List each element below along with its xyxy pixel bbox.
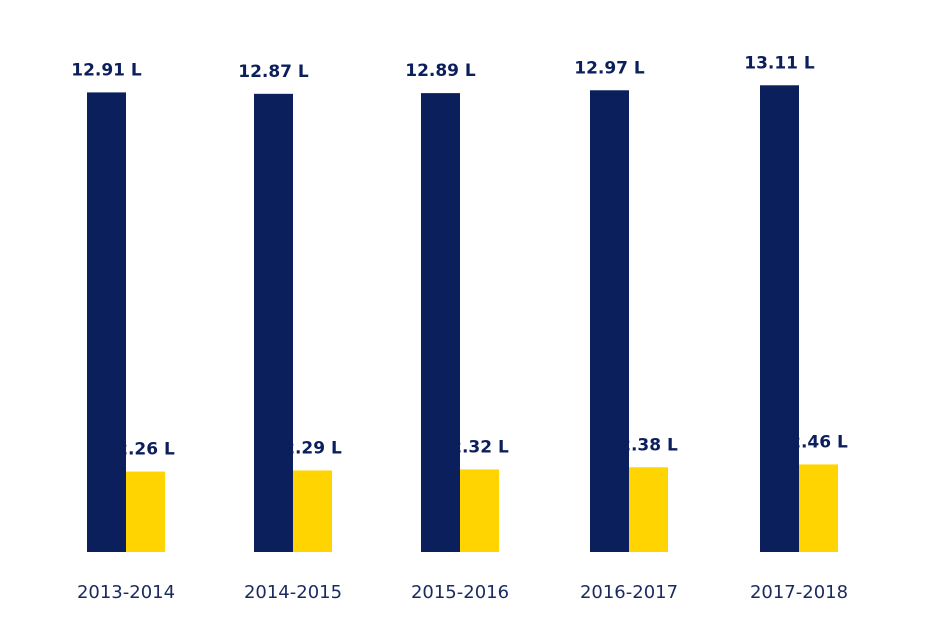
bar-s2-2013-2014 bbox=[126, 471, 165, 552]
category-label-2017-2018: 2017-2018 bbox=[750, 582, 848, 603]
category-label-2014-2015: 2014-2015 bbox=[244, 582, 342, 603]
bar-s1-2017-2018 bbox=[760, 85, 799, 552]
bar-s2-2016-2017 bbox=[629, 467, 668, 552]
bar-s1-2013-2014 bbox=[87, 92, 126, 553]
bar-s2-2014-2015 bbox=[293, 470, 332, 552]
value-label-s2-2014-2015: 2.29 L bbox=[283, 438, 342, 458]
value-label-s2-2015-2016: 2.32 L bbox=[450, 437, 509, 457]
value-label-s2-2013-2014: 2.26 L bbox=[116, 440, 175, 460]
bar-s1-2014-2015 bbox=[254, 93, 293, 552]
category-label-2016-2017: 2016-2017 bbox=[580, 582, 678, 603]
bar-s2-2015-2016 bbox=[460, 469, 499, 552]
bar-s1-2015-2016 bbox=[421, 93, 460, 552]
category-label-2013-2014: 2013-2014 bbox=[77, 582, 175, 603]
value-label-s1-2016-2017: 12.97 L bbox=[574, 58, 645, 78]
value-label-s2-2016-2017: 2.38 L bbox=[619, 435, 678, 455]
bars-group bbox=[87, 85, 838, 553]
value-label-s1-2013-2014: 12.91 L bbox=[71, 60, 142, 80]
bar-s2-2017-2018 bbox=[799, 464, 838, 552]
category-labels-group: 2013-2014 2014-2015 2015-2016 2016-2017 2017… bbox=[77, 582, 848, 603]
value-labels-group: 12.91 L 2.26 L 12.87 L 2.29 L 12.89 L 2.32 L 1… bbox=[71, 53, 848, 459]
value-label-s1-2014-2015: 12.87 L bbox=[238, 62, 309, 82]
bar-s1-2016-2017 bbox=[590, 90, 629, 552]
value-label-s1-2017-2018: 13.11 L bbox=[744, 53, 815, 73]
value-label-s1-2015-2016: 12.89 L bbox=[405, 61, 476, 81]
category-label-2015-2016: 2015-2016 bbox=[411, 582, 509, 603]
value-label-s2-2017-2018: 2.46 L bbox=[789, 432, 848, 452]
